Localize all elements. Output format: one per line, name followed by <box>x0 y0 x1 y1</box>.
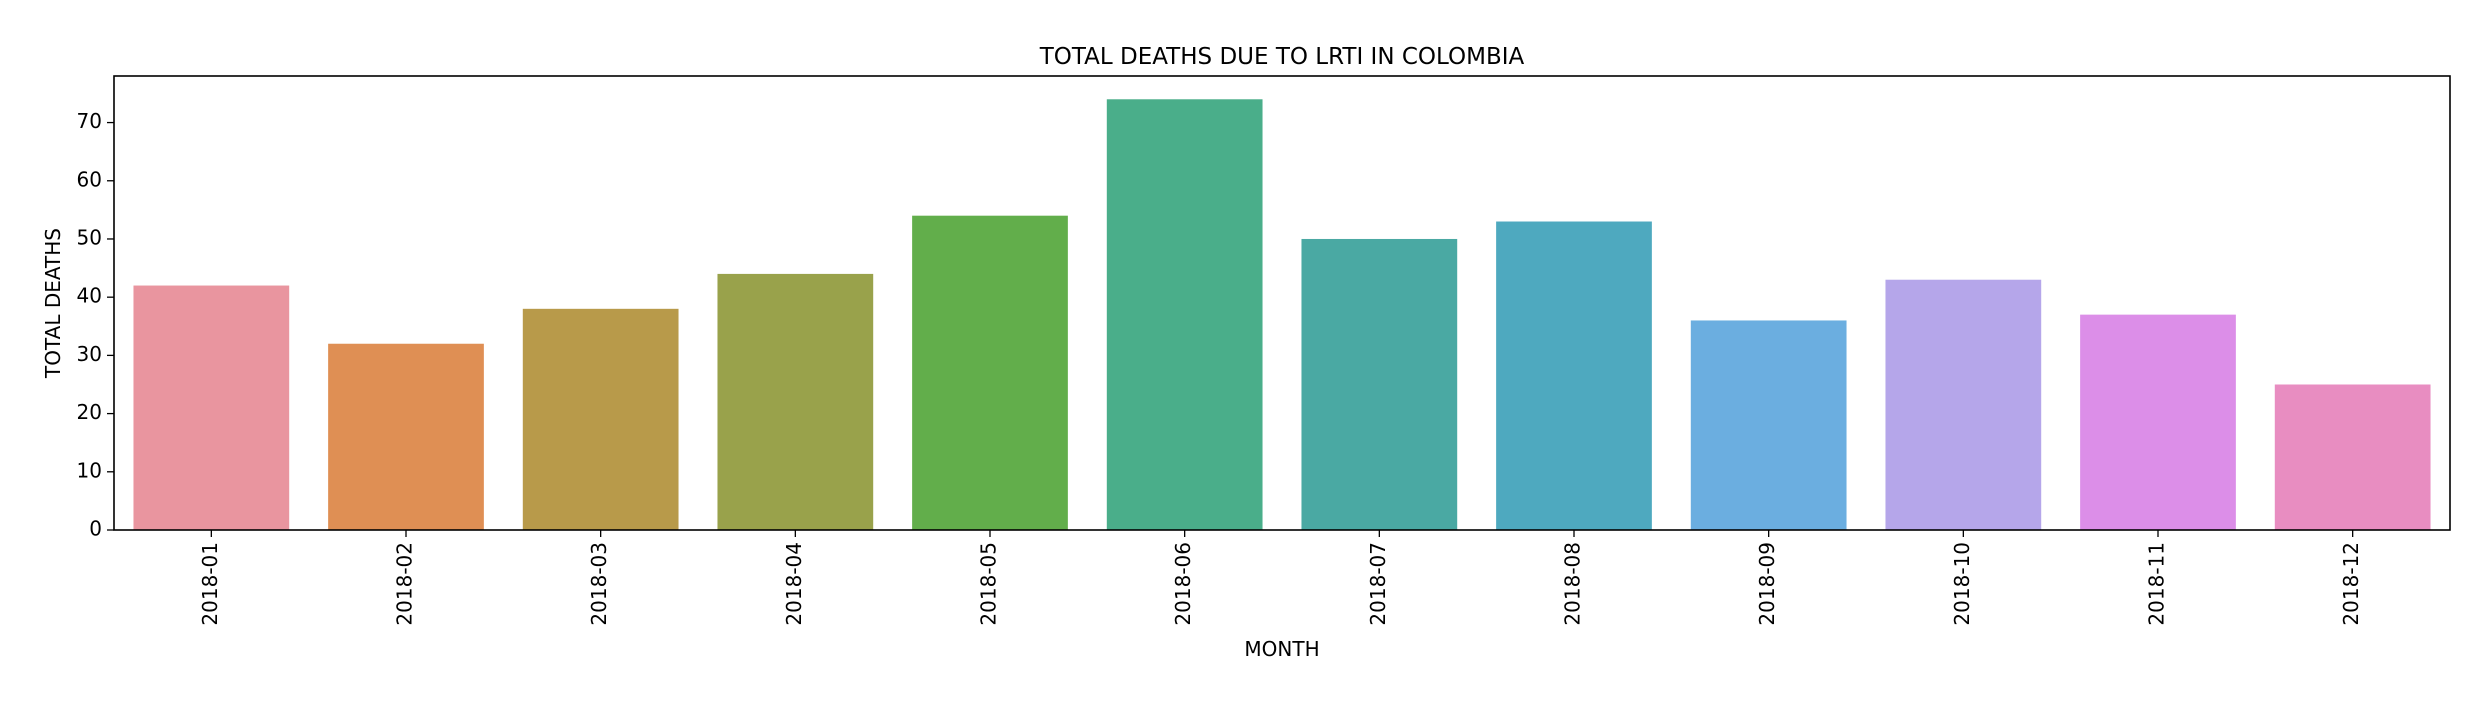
x-tick-label: 2018-07 <box>1366 542 1390 626</box>
y-tick-label: 0 <box>89 517 102 541</box>
x-tick-label: 2018-03 <box>587 542 611 626</box>
y-tick-label: 40 <box>77 284 102 308</box>
bar-2018-07 <box>1301 238 1458 530</box>
bar-2018-03 <box>522 308 679 530</box>
y-tick-label: 10 <box>77 458 102 482</box>
x-tick-label: 2018-06 <box>1171 542 1195 626</box>
x-tick-label: 2018-10 <box>1950 542 1974 626</box>
bar-2018-09 <box>1690 320 1847 530</box>
chart-title: TOTAL DEATHS DUE TO LRTI IN COLOMBIA <box>1039 44 1525 70</box>
y-tick-label: 20 <box>77 400 102 424</box>
plot-frame <box>113 75 2451 531</box>
x-tick-label: 2018-05 <box>977 542 1001 626</box>
x-tick-label: 2018-11 <box>2145 542 2169 626</box>
y-axis: 0 10 20 30 40 50 60 70 <box>77 109 114 541</box>
y-tick-label: 50 <box>77 225 102 249</box>
x-tick-label: 2018-12 <box>2339 542 2363 626</box>
x-tick-label: 2018-04 <box>782 542 806 626</box>
bar-2018-05 <box>912 215 1068 530</box>
x-tick-label: 2018-02 <box>393 542 417 626</box>
bar-2018-08 <box>1496 221 1652 530</box>
bar-2018-10 <box>1885 279 2042 530</box>
x-axis: 2018-01 2018-02 2018-03 2018-04 2018-05 2018-… <box>198 530 2363 626</box>
bar-2018-11 <box>2080 314 2236 530</box>
bar-2018-01 <box>133 285 290 530</box>
y-tick-label: 70 <box>77 109 102 133</box>
y-axis-label: TOTAL DEATHS <box>41 228 65 379</box>
y-tick-label: 60 <box>77 167 102 191</box>
x-tick-label: 2018-09 <box>1755 542 1779 626</box>
x-axis-label: MONTH <box>1244 637 1319 661</box>
bar-2018-02 <box>328 343 484 530</box>
bar-2018-06 <box>1106 99 1263 530</box>
bar-2018-04 <box>717 273 874 530</box>
x-tick-label: 2018-08 <box>1561 542 1585 626</box>
bar-2018-12 <box>2274 384 2431 530</box>
x-tick-label: 2018-01 <box>198 542 222 626</box>
bars-group <box>133 99 2431 530</box>
y-tick-label: 30 <box>77 342 102 366</box>
